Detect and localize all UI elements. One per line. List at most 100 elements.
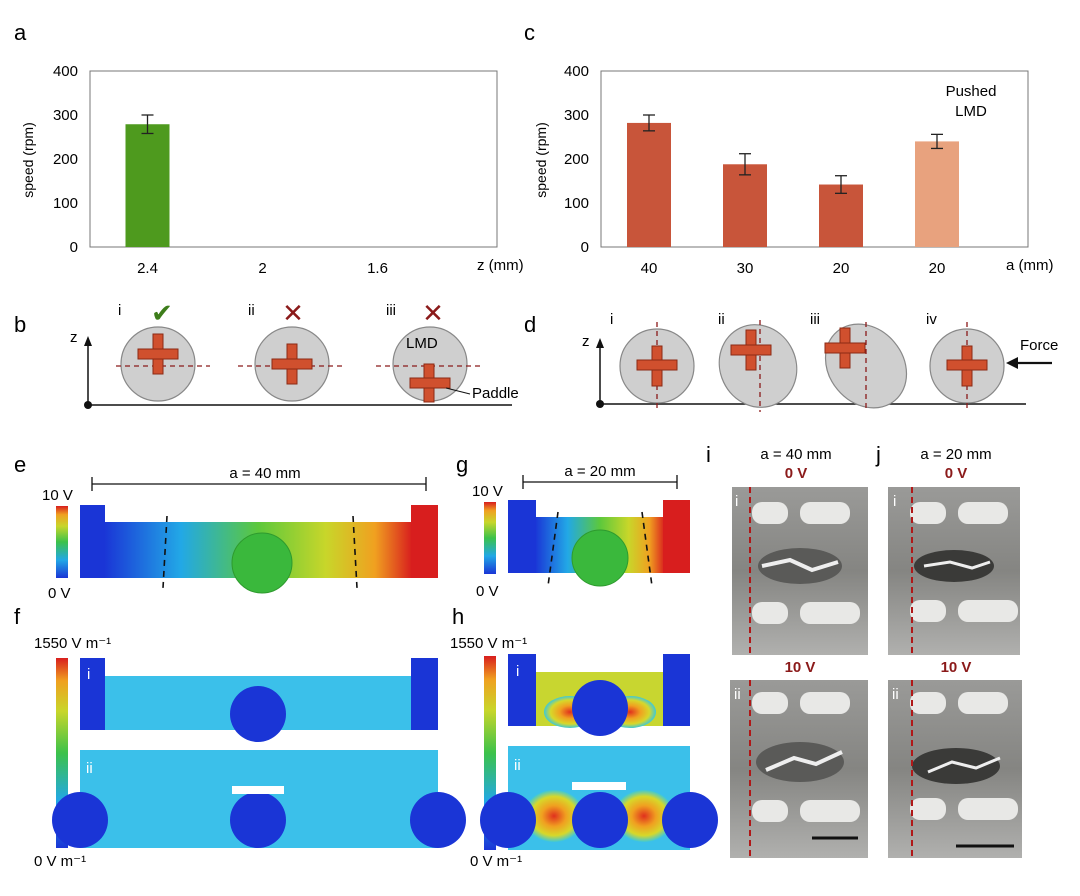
- panel-h-i-electrode-left: [508, 654, 536, 726]
- paddle-icon: [636, 345, 678, 387]
- panel-label-f: f: [14, 604, 21, 629]
- chart-a-ytick: 200: [53, 151, 78, 168]
- chart-c-bar: [915, 141, 959, 247]
- paddle-icon: [409, 363, 451, 403]
- panel-i-top-electrode-3: [752, 602, 788, 624]
- panel-f-i-electrode-left: [80, 658, 105, 730]
- panel-e-dash-left: [162, 515, 168, 589]
- panel-e-electrode-right: [411, 505, 438, 578]
- panel-g-dim-label: a = 20 mm: [564, 463, 635, 480]
- panel-e-potential: a = 40 mm 10 V 0 V: [42, 465, 438, 602]
- chart-c-ytick: 400: [564, 63, 589, 80]
- panel-f-i-electrode-right: [411, 658, 438, 730]
- chart-c-bar: [819, 184, 863, 247]
- panel-j-bottom-electrode-4: [958, 798, 1018, 820]
- panel-b-origin: [84, 401, 92, 409]
- panel-h-field: 1550 V m⁻¹ 0 V m⁻¹ i ii: [450, 635, 718, 870]
- chart-c-annotation-line1: Pushed: [946, 83, 997, 100]
- panel-i-bottom-electrode-2: [800, 692, 850, 714]
- chart-c-xlabel: a (mm): [1006, 257, 1054, 274]
- panel-b-axis-label: z: [70, 329, 78, 346]
- panel-g-potential: a = 20 mm 10 V 0 V: [472, 463, 690, 600]
- panel-j-top-droplet: [914, 550, 994, 582]
- panel-i-bottom-paddle: [765, 750, 843, 772]
- panel-b-paddle-leader: [445, 387, 471, 395]
- panel-b-z-arrowhead: [84, 336, 92, 346]
- panel-j-top-electrode-2: [958, 502, 1008, 524]
- panel-j-sub-i: i: [893, 493, 896, 510]
- panel-j-top-electrode-3: [910, 600, 946, 622]
- paddle-icon: [730, 329, 772, 371]
- panel-e-dim-label: a = 40 mm: [229, 465, 300, 482]
- panel-i-bottom-electrode-3: [752, 800, 788, 822]
- panel-b-roman-iii: iii: [386, 302, 396, 319]
- panel-g-electrode-left: [508, 500, 536, 573]
- panel-label-a: a: [14, 20, 27, 45]
- panel-h-i-droplet: [572, 680, 628, 736]
- panel-e-electrode-left: [80, 505, 105, 578]
- paddle-icon: [824, 327, 866, 369]
- panel-i-bottom-electrode-1: [752, 692, 788, 714]
- chart-a-xtick: 2.4: [137, 260, 158, 277]
- panel-h-ii-droplet-left: [480, 792, 536, 848]
- panel-f-sub-ii: ii: [86, 760, 93, 777]
- panel-j-top-electrode-4: [958, 600, 1018, 622]
- panel-f-sub-i: i: [87, 666, 90, 683]
- paddle-icon: [946, 345, 988, 387]
- panel-j-bottom-paddle: [927, 756, 1001, 774]
- panel-j-title: a = 20 mm: [920, 446, 991, 463]
- panel-i-top-paddle: [761, 557, 839, 573]
- panel-e-colorbar: [56, 506, 68, 578]
- panel-d-roman-i: i: [610, 311, 613, 328]
- panel-label-b: b: [14, 312, 26, 337]
- panel-i-bottom-voltage: 10 V: [785, 659, 816, 676]
- panel-h-sub-i: i: [516, 663, 519, 680]
- chart-c-xtick: 40: [641, 260, 658, 277]
- panel-g-colorbar: [484, 502, 496, 574]
- chart-c-annotation-line2: LMD: [955, 103, 987, 120]
- chart-c-bar: [627, 122, 671, 247]
- panel-j-bottom-electrode-2: [958, 692, 1008, 714]
- panel-h-ii-paddle: [572, 782, 626, 790]
- panel-b-lmd-label: LMD: [406, 335, 438, 352]
- panel-b-roman-ii: ii: [248, 302, 255, 319]
- panel-i-top-electrode-2: [800, 502, 850, 524]
- panel-b-diagram: z i ✔ ii ✕ iii ✕ LMD Paddle: [70, 298, 519, 409]
- panel-j-bottom-electrode-1: [910, 692, 946, 714]
- cross-icon: ✕: [282, 298, 304, 328]
- chart-c: speed (rpm) a (mm) Pushed LMD 0 100 200 300…: [533, 63, 1054, 277]
- chart-a-ylabel: speed (rpm): [20, 122, 36, 197]
- panel-i-sub-ii: ii: [734, 686, 741, 703]
- panel-j-top-voltage: 0 V: [945, 465, 968, 482]
- chart-c-xtick: 30: [737, 260, 754, 277]
- panel-f-field: 1550 V m⁻¹ 0 V m⁻¹ i ii: [34, 635, 466, 870]
- panel-d-z-arrowhead: [596, 338, 604, 348]
- chart-a-ytick: 0: [70, 239, 78, 256]
- panel-g-dash-right: [641, 511, 653, 587]
- panel-e-scale-max: 10 V: [42, 487, 73, 504]
- panel-f-i-droplet: [230, 686, 286, 742]
- paddle-icon: [271, 343, 313, 385]
- panel-d-roman-ii: ii: [718, 311, 725, 328]
- panel-e-scale-min: 0 V: [48, 585, 71, 602]
- panel-i-title: a = 40 mm: [760, 446, 831, 463]
- chart-c-ytick: 0: [581, 239, 589, 256]
- panel-h-scale-max: 1550 V m⁻¹: [450, 635, 527, 652]
- panel-e-droplet: [231, 532, 293, 594]
- chart-a-bar: [125, 124, 170, 247]
- panel-d-axis-label: z: [582, 333, 590, 350]
- panel-i-bottom-droplet: [756, 742, 844, 782]
- panel-d-roman-iii: iii: [810, 311, 820, 328]
- panel-b-roman-i: i: [118, 302, 121, 319]
- chart-a-frame: [89, 70, 498, 248]
- panel-i-top-electrode-4: [800, 602, 860, 624]
- panel-h-ii-hotspot-left: [524, 790, 584, 842]
- panel-d-diagram: z i ii iii iv Force: [582, 311, 1058, 412]
- panel-h-sub-ii: ii: [514, 757, 521, 774]
- panel-g-dash-left: [547, 511, 559, 587]
- panel-h-i-electrode-right: [663, 654, 690, 726]
- panel-b-paddle-label: Paddle: [472, 385, 519, 402]
- panel-g-scale-min: 0 V: [476, 583, 499, 600]
- panel-label-e: e: [14, 452, 26, 477]
